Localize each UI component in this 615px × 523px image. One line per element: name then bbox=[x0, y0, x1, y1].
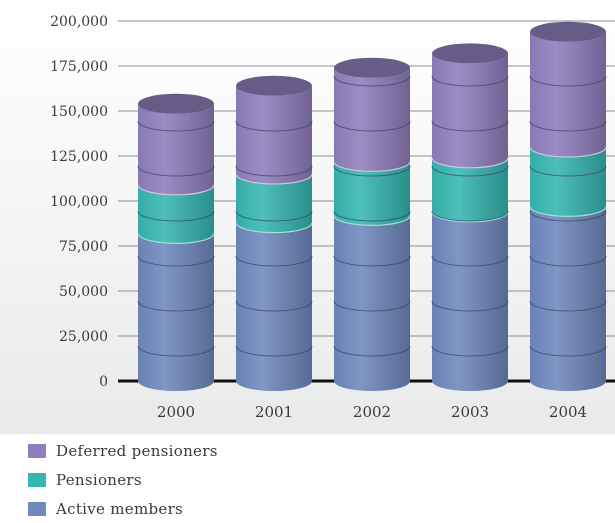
grid-arc bbox=[137, 300, 215, 312]
bar-segment-deferred-pensioners bbox=[138, 103, 214, 195]
legend-item: Pensioners bbox=[28, 465, 218, 494]
bar-top-cap bbox=[530, 21, 606, 42]
bar-2003 bbox=[431, 43, 509, 391]
grid-arc bbox=[333, 345, 411, 357]
bar-top-cap bbox=[236, 75, 312, 96]
bar-segment-active-members bbox=[334, 215, 410, 391]
grid-arc bbox=[137, 120, 215, 132]
bar-segment-active-members bbox=[138, 233, 214, 391]
bar-segment-pensioners bbox=[138, 184, 214, 244]
grid-arc bbox=[529, 345, 607, 357]
grid-arc bbox=[333, 255, 411, 267]
legend-item: Deferred pensioners bbox=[28, 436, 218, 465]
y-tick-label: 100,000 bbox=[50, 194, 108, 210]
grid-arc bbox=[235, 210, 313, 222]
bars bbox=[137, 21, 607, 391]
bar-segment-deferred-pensioners bbox=[432, 53, 508, 168]
grid-arc bbox=[431, 75, 509, 87]
bar-segment-active-members bbox=[432, 211, 508, 391]
grid-arc bbox=[235, 165, 313, 177]
bar-segment-pensioners bbox=[236, 174, 312, 233]
legend-label: Pensioners bbox=[56, 470, 142, 489]
grid-arc bbox=[235, 255, 313, 267]
grid-arc bbox=[529, 165, 607, 177]
bar-segment-pensioners bbox=[334, 161, 410, 226]
grid-arc bbox=[137, 165, 215, 177]
x-tick-label: 2004 bbox=[549, 403, 587, 421]
y-tick-label: 175,000 bbox=[50, 59, 108, 75]
segment-separator bbox=[235, 173, 313, 185]
grid-arc bbox=[333, 75, 411, 87]
legend-swatch bbox=[28, 501, 46, 516]
chart-plot: 0 25,000 50,000 75,000 100,000 125,000 150,000… bbox=[0, 0, 615, 434]
bar-segment-pensioners bbox=[530, 147, 606, 217]
bar-2001 bbox=[235, 75, 313, 391]
grid-arc bbox=[137, 345, 215, 357]
grid-arc bbox=[529, 300, 607, 312]
y-tick-label: 50,000 bbox=[59, 284, 108, 300]
bar-2000 bbox=[137, 93, 215, 391]
legend-label: Deferred pensioners bbox=[56, 441, 218, 460]
grid-arc bbox=[431, 165, 509, 177]
segment-separator bbox=[137, 233, 215, 244]
bar-top-cap bbox=[432, 43, 508, 64]
grid-arc bbox=[431, 300, 509, 312]
legend-swatch bbox=[28, 472, 46, 487]
grid-arc bbox=[431, 255, 509, 267]
y-tick-label: 0 bbox=[99, 374, 108, 390]
bar-segment-deferred-pensioners bbox=[236, 85, 312, 184]
bar-segment-pensioners bbox=[432, 157, 508, 222]
segment-separator bbox=[137, 184, 215, 196]
grid-arc bbox=[235, 345, 313, 357]
segment-separator bbox=[235, 222, 313, 234]
bar-segment-deferred-pensioners bbox=[530, 31, 606, 157]
y-tick-label: 125,000 bbox=[50, 149, 108, 165]
y-tick-label: 150,000 bbox=[50, 104, 108, 120]
legend-item: Active members bbox=[28, 494, 218, 523]
grid-arc bbox=[529, 75, 607, 87]
x-tick-label: 2003 bbox=[451, 403, 489, 421]
grid-arc bbox=[431, 345, 509, 357]
y-tick-label: 75,000 bbox=[59, 239, 108, 255]
grid-arc bbox=[431, 120, 509, 132]
segment-separator bbox=[529, 206, 607, 217]
grid-arc bbox=[529, 210, 607, 222]
x-tick-label: 2002 bbox=[353, 403, 391, 421]
x-axis: 2000 2001 2002 2003 2004 bbox=[157, 403, 587, 421]
bar-segment-active-members bbox=[530, 206, 606, 391]
grid-arc bbox=[333, 165, 411, 177]
grid-arc bbox=[333, 120, 411, 132]
y-tick-label: 25,000 bbox=[59, 329, 108, 345]
bar-segment-active-members bbox=[236, 222, 312, 391]
legend-label: Active members bbox=[56, 499, 184, 518]
legend-swatch bbox=[28, 443, 46, 458]
bar-top-cap bbox=[138, 93, 214, 114]
segment-separator bbox=[431, 157, 509, 169]
grid-arc bbox=[431, 210, 509, 222]
segment-separator bbox=[431, 211, 509, 223]
grid-arc bbox=[137, 255, 215, 267]
grid-arc bbox=[235, 300, 313, 312]
grid-arc bbox=[333, 300, 411, 312]
grid-arc bbox=[529, 120, 607, 132]
bar-2004 bbox=[529, 21, 607, 391]
segment-separator bbox=[333, 215, 411, 226]
bar-top-cap bbox=[334, 57, 410, 78]
grid-arc bbox=[137, 210, 215, 222]
x-tick-label: 2001 bbox=[255, 403, 293, 421]
x-tick-label: 2000 bbox=[157, 403, 195, 421]
grid-arc bbox=[333, 210, 411, 222]
y-axis: 0 25,000 50,000 75,000 100,000 125,000 150,000… bbox=[50, 14, 108, 390]
bar-2002 bbox=[333, 57, 411, 391]
grid-arc bbox=[529, 255, 607, 267]
bar-segment-deferred-pensioners bbox=[334, 67, 410, 172]
legend: Deferred pensioners Pensioners Active memb… bbox=[28, 436, 218, 523]
segment-separator bbox=[529, 146, 607, 158]
grid-arc bbox=[235, 120, 313, 132]
segment-separator bbox=[333, 161, 411, 172]
y-tick-label: 200,000 bbox=[50, 14, 108, 30]
